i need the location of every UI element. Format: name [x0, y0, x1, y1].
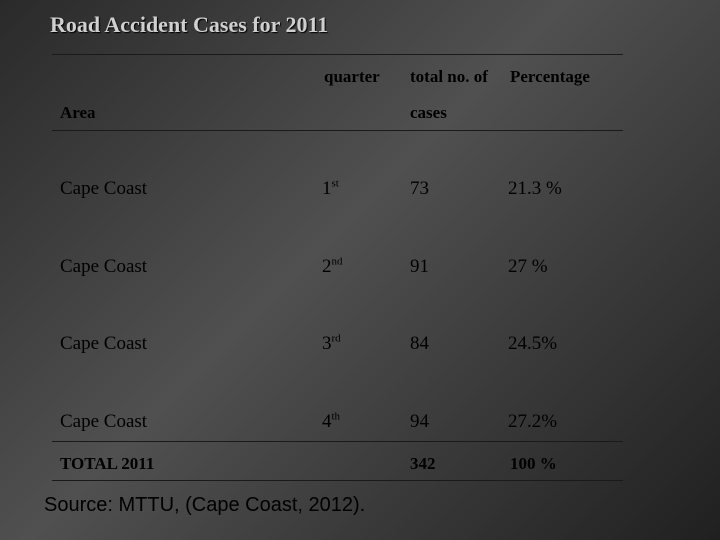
row-quarter: 1st — [322, 177, 339, 199]
header-quarter: quarter — [324, 67, 380, 86]
total-cases: 342 — [410, 454, 436, 473]
row-area: Cape Coast — [60, 333, 148, 354]
total-label: TOTAL 2011 — [60, 454, 155, 473]
total-percentage: 100 % — [510, 454, 557, 473]
row-percentage: 27 % — [508, 256, 548, 277]
row-quarter: 3rd — [322, 332, 341, 354]
slide-title: Road Accident Cases for 2011 — [50, 12, 329, 37]
row-cases: 73 — [410, 178, 429, 199]
header-total-cases-line2: cases — [410, 103, 447, 122]
header-total-cases-line1: total no. of — [410, 67, 488, 86]
table-bottom-rule — [52, 480, 623, 481]
row-cases: 91 — [410, 256, 429, 277]
table-top-rule — [52, 54, 623, 55]
row-quarter: 2nd — [322, 255, 343, 277]
header-percentage: Percentage — [510, 67, 590, 86]
row-quarter: 4th — [322, 410, 341, 432]
row-area: Cape Coast — [60, 178, 148, 199]
header-bottom-rule — [52, 130, 623, 131]
row-cases: 94 — [410, 411, 429, 432]
row-percentage: 27.2% — [508, 411, 558, 432]
row-cases: 84 — [410, 333, 429, 354]
row-area: Cape Coast — [60, 411, 148, 432]
row-percentage: 24.5% — [508, 333, 558, 354]
header-area: Area — [60, 103, 96, 122]
total-top-rule — [52, 441, 623, 442]
source-note: Source: MTTU, (Cape Coast, 2012). — [44, 494, 366, 516]
row-area: Cape Coast — [60, 256, 148, 277]
row-percentage: 21.3 % — [508, 178, 562, 199]
